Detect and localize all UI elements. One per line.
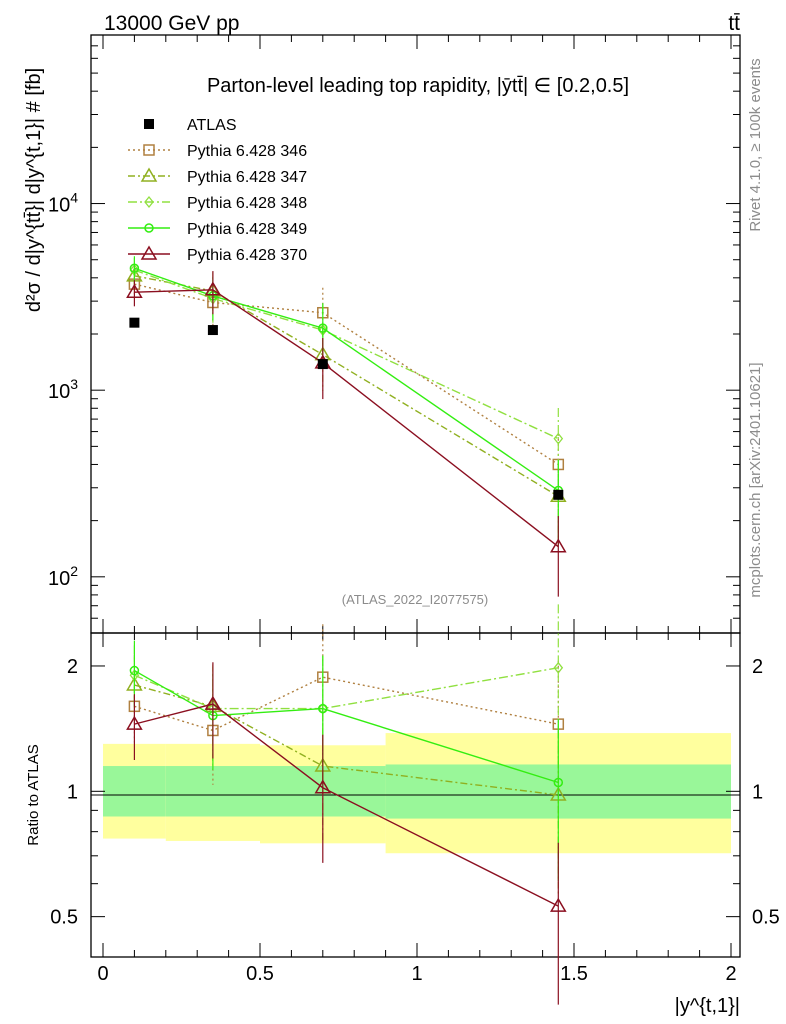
atlas-data-point [317, 359, 328, 370]
y-tick-label: 102 [48, 563, 78, 590]
legend-label-atlas: ATLAS [187, 117, 237, 134]
ratio-marker [129, 665, 140, 676]
legend-marker [144, 195, 154, 209]
legend-label: Pythia 6.428 346 [187, 143, 307, 160]
ratio-tick-label-right: 1 [752, 781, 763, 803]
ratio-marker [553, 777, 564, 788]
legend-label: Pythia 6.428 370 [187, 247, 307, 264]
ratio-tick-label-left: 2 [67, 656, 78, 678]
series-marker [549, 538, 567, 553]
legend-marker [140, 167, 158, 182]
green-band-bin [103, 766, 166, 817]
y-tick-exponent: 3 [70, 376, 78, 392]
x-tick-label: 1 [411, 963, 422, 985]
ratio-tick-label-left: 0.5 [50, 907, 78, 929]
energy-label: 13000 GeV pp [104, 12, 239, 35]
atlas-data-point [207, 325, 218, 336]
legend-marker [140, 245, 158, 260]
legend-marker [143, 144, 155, 156]
process-label: tt̄ [728, 12, 740, 35]
legend-label: Pythia 6.428 348 [187, 195, 307, 212]
ratio-line [134, 669, 559, 784]
legend-label: Pythia 6.428 347 [187, 169, 307, 186]
series-marker [318, 323, 328, 333]
plot-title: Parton-level leading top rapidity, |ȳtt… [207, 75, 629, 97]
series-line [134, 267, 559, 492]
legend-marker [144, 223, 154, 233]
ratio-line [134, 684, 559, 796]
ratio-tick-label-left: 1 [67, 781, 78, 803]
rivet-label: Rivet 4.1.0, ≥ 100k events [747, 58, 764, 231]
ratio-y-axis-label: Ratio to ATLAS [25, 744, 42, 845]
y-tick-exponent: 2 [70, 563, 78, 579]
legend: ATLAS Pythia 6.428 346 Pythia 6.428 347 Pyt… [128, 117, 307, 264]
x-axis-label: |y^{t,1}| [675, 995, 740, 1017]
green-band-bin [165, 766, 260, 817]
series-marker [126, 283, 143, 298]
series-marker [129, 263, 140, 274]
ratio-marker [553, 661, 564, 674]
series-line [134, 269, 559, 440]
x-tick-label: 0.5 [246, 963, 274, 985]
atlas-data-point [129, 317, 140, 328]
series-line [134, 275, 559, 497]
ratio-marker [318, 703, 328, 714]
ratio-tick-label-right: 0.5 [752, 907, 780, 929]
main-series [126, 256, 567, 597]
y-tick-label: 103 [48, 376, 78, 403]
x-tick-label: 1.5 [560, 963, 588, 985]
legend-marker-atlas [144, 119, 154, 129]
ratio-line [134, 703, 559, 907]
x-tick-label: 0 [97, 963, 108, 985]
series-line [134, 283, 559, 466]
y-axis-label: d²σ / d|y^{tt̄}| d|y^{t,1}| # [fb] [23, 68, 45, 312]
x-tick-label: 2 [725, 963, 736, 985]
ratio-marker [314, 779, 332, 794]
legend-label: Pythia 6.428 349 [187, 221, 307, 238]
ratio-line [134, 676, 559, 732]
ratio-marker [204, 695, 222, 710]
atlas-data-point [553, 489, 564, 500]
analysis-tag: (ATLAS_2022_I2077575) [342, 592, 488, 607]
ratio-marker [126, 715, 143, 730]
ratio-marker [549, 897, 567, 912]
ratio-tick-label-right: 2 [752, 656, 763, 678]
ratio-line [134, 667, 559, 710]
source-label: mcplots.cern.ch [arXiv:2401.10621] [747, 362, 764, 597]
ratio-series [126, 604, 567, 1005]
y-tick-label: 104 [48, 190, 78, 217]
series-marker [204, 281, 222, 296]
series-line [134, 289, 559, 548]
series-marker [553, 432, 564, 445]
y-tick-exponent: 4 [70, 190, 78, 206]
